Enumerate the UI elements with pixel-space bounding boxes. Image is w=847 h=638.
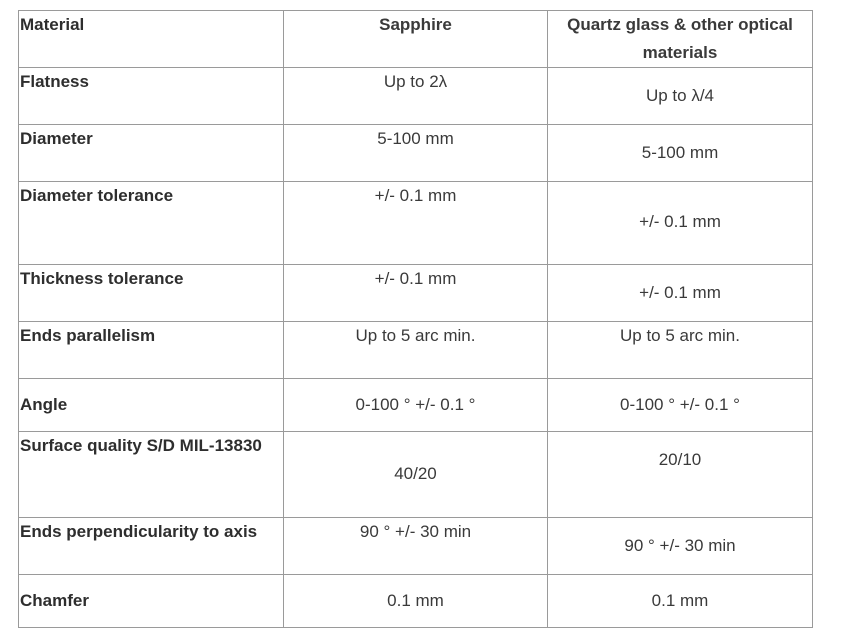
quartz-cell: +/- 0.1 mm [547, 264, 813, 322]
table-row: Diameter 5-100 mm 5-100 mm [18, 124, 813, 182]
quartz-cell: 90 ° +/- 30 min [547, 517, 813, 575]
quartz-cell: 0-100 ° +/- 0.1 ° [547, 378, 813, 432]
table-row: Thickness tolerance +/- 0.1 mm +/- 0.1 m… [18, 264, 813, 322]
quartz-cell: 0.1 mm [547, 574, 813, 628]
quartz-cell: 20/10 [547, 431, 813, 518]
sapphire-cell: +/- 0.1 mm [283, 264, 548, 322]
table-row: Diameter tolerance +/- 0.1 mm +/- 0.1 mm [18, 181, 813, 265]
row-label: Ends perpendicularity to axis [18, 517, 284, 575]
table-header-row: Material Sapphire Quartz glass & other o… [18, 10, 813, 68]
table-row: Angle 0-100 ° +/- 0.1 ° 0-100 ° +/- 0.1 … [18, 378, 813, 432]
row-label: Chamfer [18, 574, 284, 628]
sapphire-cell: 0-100 ° +/- 0.1 ° [283, 378, 548, 432]
row-label: Ends parallelism [18, 321, 284, 379]
row-label: Flatness [18, 67, 284, 125]
table-row: Ends parallelism Up to 5 arc min. Up to … [18, 321, 813, 379]
spec-table: Material Sapphire Quartz glass & other o… [18, 10, 813, 628]
table-row: Chamfer 0.1 mm 0.1 mm [18, 574, 813, 628]
quartz-cell: Up to λ/4 [547, 67, 813, 125]
row-label: Diameter tolerance [18, 181, 284, 265]
table-row: Ends perpendicularity to axis 90 ° +/- 3… [18, 517, 813, 575]
sapphire-cell: +/- 0.1 mm [283, 181, 548, 265]
quartz-cell: 5-100 mm [547, 124, 813, 182]
row-label: Angle [18, 378, 284, 432]
header-quartz: Quartz glass & other optical materials [547, 10, 813, 68]
table-row: Flatness Up to 2λ Up to λ/4 [18, 67, 813, 125]
row-label: Thickness tolerance [18, 264, 284, 322]
row-label: Surface quality S/D MIL-13830 [18, 431, 284, 518]
sapphire-cell: 40/20 [283, 431, 548, 518]
sapphire-cell: 90 ° +/- 30 min [283, 517, 548, 575]
sapphire-cell: 5-100 mm [283, 124, 548, 182]
table-row: Surface quality S/D MIL-13830 40/20 20/1… [18, 431, 813, 518]
quartz-cell: Up to 5 arc min. [547, 321, 813, 379]
header-material: Material [18, 10, 284, 68]
row-label: Diameter [18, 124, 284, 182]
header-sapphire: Sapphire [283, 10, 548, 68]
sapphire-cell: Up to 2λ [283, 67, 548, 125]
quartz-cell: +/- 0.1 mm [547, 181, 813, 265]
sapphire-cell: 0.1 mm [283, 574, 548, 628]
sapphire-cell: Up to 5 arc min. [283, 321, 548, 379]
